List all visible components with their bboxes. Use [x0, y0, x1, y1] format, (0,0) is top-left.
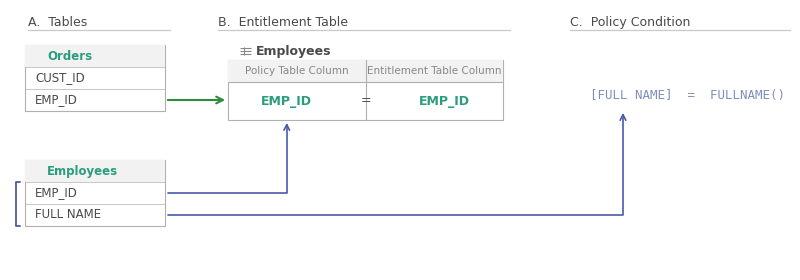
Text: EMP_ID: EMP_ID	[35, 186, 78, 199]
Text: Employees: Employees	[47, 165, 118, 178]
Bar	[25, 160, 165, 182]
Bar	[25, 45, 165, 111]
Bar	[25, 160, 165, 226]
Text: EMP_ID: EMP_ID	[262, 95, 312, 108]
Text: Policy Table Column: Policy Table Column	[245, 66, 349, 76]
Bar	[25, 45, 165, 67]
Text: Orders: Orders	[47, 50, 92, 62]
Text: EMP_ID: EMP_ID	[35, 94, 78, 106]
Text: CUST_ID: CUST_ID	[35, 71, 85, 85]
Text: Employees: Employees	[256, 45, 331, 59]
Text: FULL NAME: FULL NAME	[35, 209, 101, 221]
Text: Entitlement Table Column: Entitlement Table Column	[367, 66, 502, 76]
Text: C.  Policy Condition: C. Policy Condition	[570, 16, 690, 29]
Text: A.  Tables: A. Tables	[28, 16, 87, 29]
Text: =: =	[360, 95, 371, 108]
Text: EMP_ID: EMP_ID	[418, 95, 470, 108]
Text: B.  Entitlement Table: B. Entitlement Table	[218, 16, 348, 29]
Bar	[228, 60, 503, 82]
Text: [FULL NAME]  =  FULLNAME(): [FULL NAME] = FULLNAME()	[590, 88, 785, 102]
Bar	[228, 60, 503, 120]
